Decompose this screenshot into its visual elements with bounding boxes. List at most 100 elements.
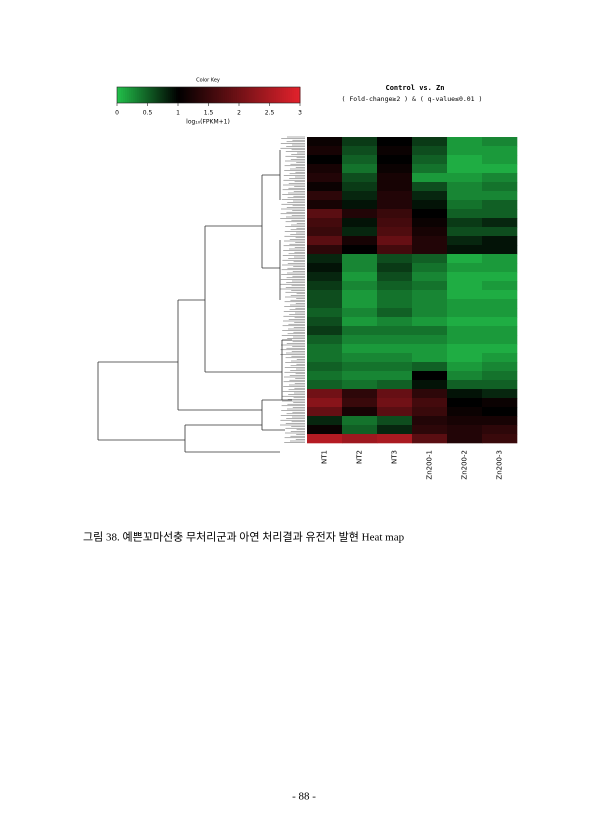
heatmap-cell [412,209,448,219]
colorbar-segment [149,87,153,103]
heatmap-cell [377,263,413,273]
heatmap-cell [307,137,343,147]
heatmap-cell [342,353,378,363]
heatmap-cell [342,380,378,390]
colorbar-segment [259,87,262,103]
heatmap-cell [412,326,448,336]
colorbar-segment [243,87,246,103]
colorbar-tick-label: 1.5 [204,110,214,117]
heatmap-cell [412,245,448,255]
colorbar-segment [165,87,169,103]
heatmap-cell [377,218,413,228]
column-label: NT1 [321,450,329,464]
heatmap-cell [307,416,343,426]
heatmap-cell [412,380,448,390]
heatmap-cell [412,290,448,300]
colorbar-segment [218,87,222,103]
heatmap-cell [342,137,378,147]
heatmap-cell [482,434,518,444]
colorbar-label: log₁₀(FPKM+1) [186,119,230,126]
heatmap-cell [412,434,448,444]
heatmap-cell [412,335,448,345]
heatmap-cell [342,146,378,156]
heatmap-cell [447,362,483,372]
heatmap-cell [377,236,413,246]
heatmap-cell [447,344,483,354]
heatmap-cell [307,281,343,291]
heatmap-cell [447,218,483,228]
heatmap-cell [482,425,518,435]
colorbar-segment [200,87,203,103]
heatmap-cell [482,218,518,228]
colorbar-segment [263,87,266,103]
colorbar-segment [180,87,183,103]
colorbar-title: Color Key [196,78,220,84]
colorbar-tick-label: 2 [237,110,241,117]
colorbar-segment [119,87,122,103]
heatmap-cell [482,353,518,363]
colorbar-segment [271,87,275,103]
heatmap-cell [412,398,448,408]
colorbar-segment [241,87,244,103]
heatmap-cell [342,389,378,399]
page-number: - 88 - [292,791,316,803]
heatmap-cell [482,245,518,255]
colorbar-tick-label: 3 [298,110,302,117]
heatmap-cell [482,380,518,390]
colorbar-segment [184,87,187,103]
heatmap-cell [377,371,413,381]
heatmap-cell [447,407,483,417]
colorbar-segment [137,87,140,103]
heatmap-cell [342,317,378,327]
colorbar-segment [147,87,151,103]
heatmap-cell [447,425,483,435]
heatmap-cell [307,263,343,273]
colorbar-segment [283,87,287,103]
heatmap-cell [482,407,518,417]
heatmap-cell [412,389,448,399]
heatmap-cell [482,344,518,354]
heatmap-cell [307,173,343,183]
colorbar-segment [265,87,268,103]
heatmap-cell [342,155,378,165]
heatmap-cell [447,308,483,318]
column-label: NT2 [356,450,364,464]
heatmap-cell [342,335,378,345]
colorbar-segment [139,87,142,103]
heatmap-cell [412,164,448,174]
heatmap-cell [412,407,448,417]
heatmap-cell [307,353,343,363]
heatmap-cell [342,362,378,372]
heatmap-cell [307,371,343,381]
heatmap-cell [447,299,483,309]
heatmap-cell [482,362,518,372]
heatmap-cell [377,191,413,201]
heatmap-cell [307,200,343,210]
heatmap-cell [412,299,448,309]
colorbar-segment [161,87,165,103]
heatmap-cell [447,416,483,426]
heatmap-cell [377,290,413,300]
heatmap-cell [447,227,483,237]
heatmap-cell [412,227,448,237]
heatmap-cell [482,236,518,246]
heatmap-cell [447,290,483,300]
heatmap-cell [412,281,448,291]
colorbar-segment [232,87,236,103]
heatmap-cell [447,371,483,381]
heatmap-cell [342,254,378,264]
colorbar-segment [163,87,167,103]
colorbar-segment [212,87,216,103]
heatmap-cell [447,281,483,291]
heatmap-cell [482,416,518,426]
heatmap-cell [377,173,413,183]
heatmap-cell [377,137,413,147]
heatmap-cell [447,317,483,327]
heatmap-cell [307,254,343,264]
heatmap-cell [307,380,343,390]
heatmap-cell [412,263,448,273]
colorbar-segment [289,87,293,103]
heatmap-cell [342,218,378,228]
heatmap-cell [307,407,343,417]
